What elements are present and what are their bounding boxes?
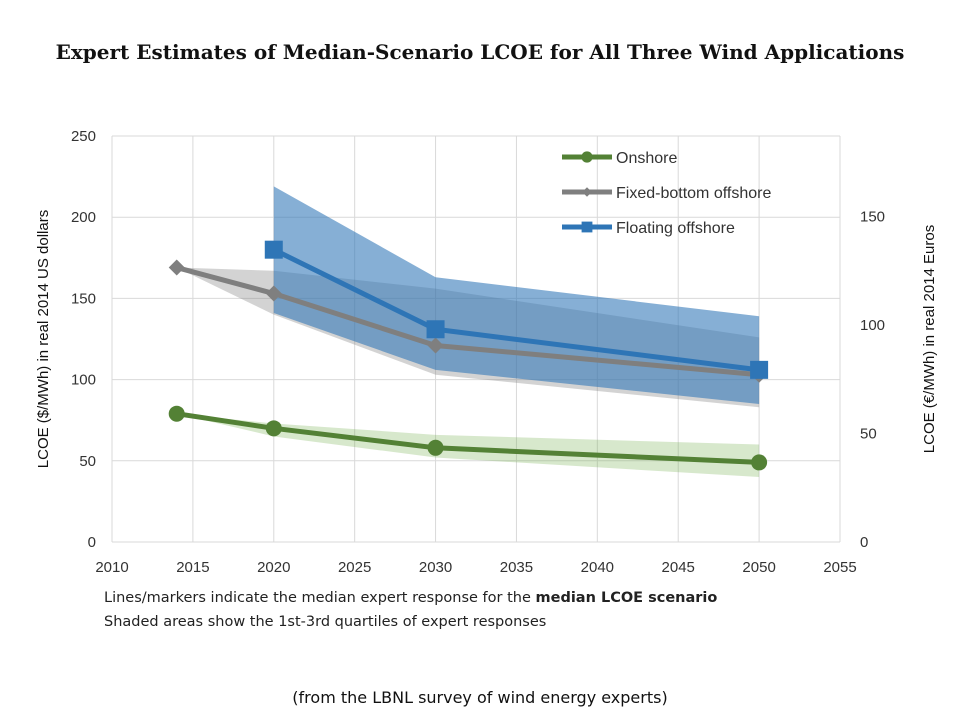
- x-tick-label: 2045: [662, 559, 695, 576]
- y2-tick-label: 50: [860, 425, 877, 442]
- y-tick-label: 250: [71, 128, 96, 145]
- data-point: [168, 405, 185, 422]
- data-point: [427, 439, 444, 456]
- series-line-1: [176, 265, 760, 378]
- chart-title: Expert Estimates of Median-Scenario LCOE…: [55, 40, 905, 64]
- legend-label: Fixed-bottom offshore: [616, 185, 771, 202]
- series-line-0: [176, 411, 760, 465]
- legend-label: Floating offshore: [616, 220, 735, 237]
- data-point: [264, 240, 283, 259]
- x-tick-label: 2030: [419, 559, 452, 576]
- note-text: Lines/markers indicate the median expert…: [104, 590, 536, 606]
- x-tick-label: 2055: [823, 559, 856, 576]
- y-tick-label: 200: [71, 209, 96, 226]
- legend-marker: [581, 221, 593, 233]
- quartile-band-2: [273, 186, 760, 404]
- x-tick-label: 2040: [581, 559, 614, 576]
- data-point: [427, 337, 444, 354]
- x-tick-label: 2010: [95, 559, 128, 576]
- y2-tick-label: 100: [860, 317, 885, 334]
- legend-marker: [582, 187, 592, 197]
- y-tick-label: 100: [71, 372, 96, 389]
- data-point: [751, 454, 768, 471]
- x-tick-label: 2050: [742, 559, 775, 576]
- source-note: (from the LBNL survey of wind energy exp…: [292, 688, 668, 707]
- y2-axis-label: LCOE (€/MWh) in real 2014 Euros: [921, 225, 938, 453]
- data-point: [750, 360, 769, 379]
- legend-label: Onshore: [616, 150, 677, 167]
- quartile-band-0: [176, 413, 760, 478]
- x-tick-label: 2020: [257, 559, 290, 576]
- y2-tick-label: 0: [860, 534, 868, 551]
- x-tick-label: 2015: [176, 559, 209, 576]
- note-line-2: Shaded areas show the 1st-3rd quartiles …: [104, 614, 547, 630]
- x-tick-label: 2025: [338, 559, 371, 576]
- y-axis-label: LCOE ($/MWh) in real 2014 US dollars: [35, 210, 52, 468]
- data-point: [426, 320, 445, 339]
- y2-tick-label: 150: [860, 208, 885, 225]
- y-tick-label: 150: [71, 290, 96, 307]
- x-tick-label: 2035: [500, 559, 533, 576]
- data-point: [168, 259, 185, 276]
- data-point: [265, 420, 282, 437]
- note-bold: median LCOE scenario: [535, 590, 718, 606]
- legend-marker: [581, 151, 593, 163]
- y-tick-label: 0: [88, 534, 96, 551]
- note-line-1: Lines/markers indicate the median expert…: [104, 590, 717, 606]
- data-point: [265, 285, 282, 302]
- y-tick-label: 50: [79, 453, 96, 470]
